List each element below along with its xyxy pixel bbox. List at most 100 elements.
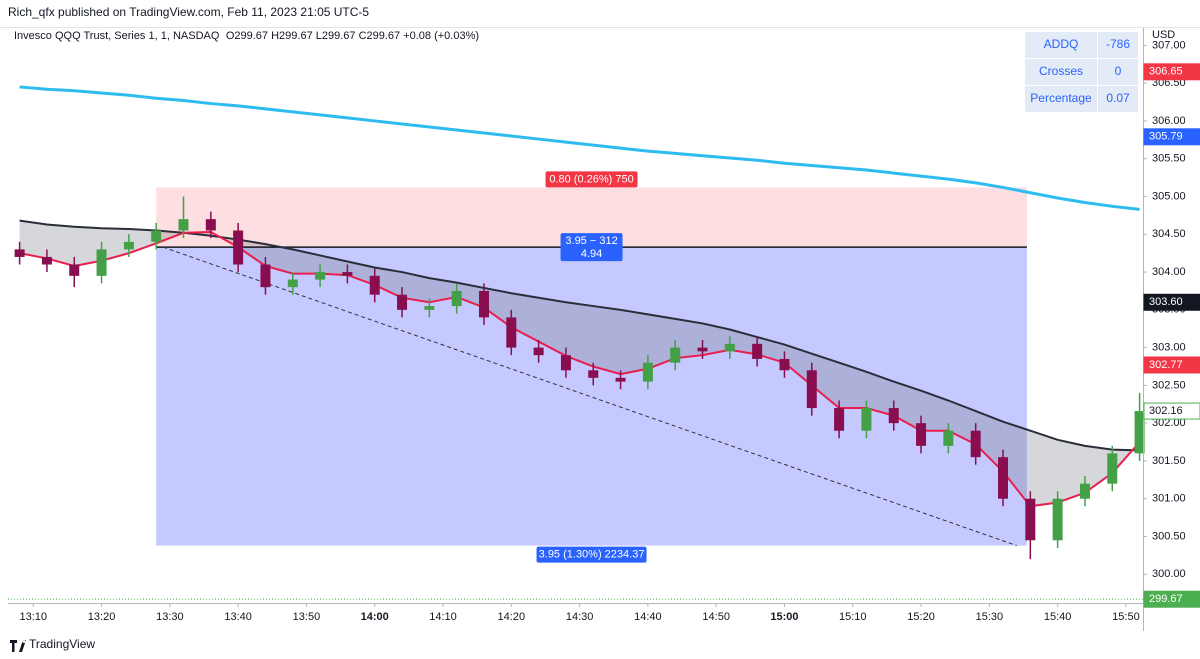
x-tick-label: 15:40 — [1044, 611, 1072, 623]
x-tick-label: 13:40 — [224, 611, 252, 623]
y-tick-label: 304.00 — [1152, 266, 1186, 278]
candle-body — [424, 306, 435, 310]
x-tick-label: 15:30 — [976, 611, 1004, 623]
x-axis-line — [8, 603, 1200, 604]
x-tick-label: 14:10 — [429, 611, 457, 623]
candle-body — [670, 347, 681, 363]
candle-body — [96, 249, 107, 276]
y-tick-label: 306.00 — [1152, 115, 1186, 127]
price-label: 299.67 — [1149, 593, 1183, 605]
table-value: 0 — [1115, 64, 1122, 78]
x-tick-label: 15:00 — [770, 611, 798, 623]
x-tick-label: 15:10 — [839, 611, 867, 623]
position-label: 0.80 (0.26%) 750 — [549, 173, 633, 185]
position-label-box — [560, 233, 623, 262]
table-value: -786 — [1106, 37, 1130, 51]
table-cell — [1025, 86, 1097, 112]
brand: TradingView — [29, 637, 95, 651]
position-label-box — [536, 546, 647, 563]
candle-body — [41, 256, 52, 265]
candle-body — [315, 272, 326, 280]
ma-line — [19, 219, 1140, 452]
y-tick-label: 305.00 — [1152, 190, 1186, 202]
y-tick-label: 305.50 — [1152, 153, 1186, 165]
y-tick-label: 300.00 — [1152, 568, 1186, 580]
x-tick-label: 14:30 — [566, 611, 594, 623]
y-tick-label: 307.00 — [1152, 39, 1186, 51]
candle-body — [970, 430, 981, 458]
price-label: 302.77 — [1149, 359, 1183, 371]
footer — [0, 632, 1200, 659]
candle-body — [1107, 453, 1118, 484]
price-label: 305.79 — [1149, 131, 1183, 143]
candle-body — [752, 343, 763, 359]
table-cell — [1098, 59, 1138, 85]
candle-body — [861, 408, 872, 431]
x-tick-label: 14:20 — [498, 611, 526, 623]
table-key: Percentage — [1030, 91, 1092, 105]
position-label: 3.95 (1.30%) 2234.37 — [539, 548, 645, 560]
candle-body — [342, 272, 353, 276]
x-tick-label: 13:30 — [156, 611, 184, 623]
price-label: 302.16 — [1149, 405, 1183, 417]
ohlc-legend: O299.67 H299.67 L299.67 C299.67 +0.08 (+… — [226, 30, 479, 42]
candle-body — [888, 408, 899, 424]
x-tick-label: 15:20 — [907, 611, 935, 623]
ma-line — [19, 85, 1140, 211]
price-label-box — [1143, 590, 1200, 608]
y-tick-label: 301.00 — [1152, 493, 1186, 505]
table-cell — [1025, 32, 1097, 58]
candle-body — [697, 347, 708, 352]
candle-body — [233, 230, 244, 265]
x-tick-label: 14:50 — [702, 611, 730, 623]
candle-body — [1025, 498, 1036, 541]
y-tick-label: 304.50 — [1152, 228, 1186, 240]
candle-body — [369, 275, 380, 295]
position-label: 4.94 — [581, 248, 602, 260]
table-cell — [1098, 32, 1138, 58]
table-cell — [1025, 59, 1097, 85]
candle-body — [916, 423, 927, 446]
candle-body — [1079, 483, 1090, 499]
candle-body — [478, 290, 489, 318]
candle-body — [451, 290, 462, 307]
y-tick-label: 300.50 — [1152, 530, 1186, 542]
candle-body — [615, 377, 626, 382]
candle-body — [69, 264, 80, 276]
candle-body — [998, 457, 1009, 499]
table-cell — [1098, 86, 1138, 112]
publisher: Rich_qfx published on TradingView.com, F… — [8, 5, 369, 19]
candle-body — [806, 370, 817, 409]
candle-body — [506, 317, 517, 348]
position-label-box — [545, 171, 638, 188]
x-tick-label: 13:20 — [88, 611, 116, 623]
price-label-box — [1143, 128, 1200, 146]
price-label: 303.60 — [1149, 296, 1183, 308]
logo — [10, 640, 26, 652]
candle-body — [834, 408, 845, 431]
candle-body — [642, 362, 653, 382]
candle-body — [178, 219, 189, 231]
price-label-box — [1143, 293, 1200, 311]
price-label-box — [1143, 402, 1200, 420]
candle-body — [14, 249, 25, 257]
x-tick-label: 13:50 — [293, 611, 321, 623]
candle-body — [943, 430, 954, 446]
price-label-box — [1143, 356, 1200, 374]
x-tick-label: 15:50 — [1112, 611, 1140, 623]
candle-body — [151, 230, 162, 242]
divider — [0, 27, 1200, 28]
table-value: 0.07 — [1106, 91, 1130, 105]
candle-body — [560, 355, 571, 371]
x-tick-label: 14:00 — [361, 611, 389, 623]
candle-body — [205, 219, 216, 231]
y-tick-label: 301.50 — [1152, 455, 1186, 467]
target-zone — [156, 247, 1027, 546]
trend-line — [162, 246, 1017, 547]
position-label: 3.95 − 312 — [565, 235, 617, 247]
x-tick-label: 14:40 — [634, 611, 662, 623]
candle-body — [588, 370, 599, 378]
price-label-box — [1143, 63, 1200, 81]
y-tick-label: 303.00 — [1152, 342, 1186, 354]
